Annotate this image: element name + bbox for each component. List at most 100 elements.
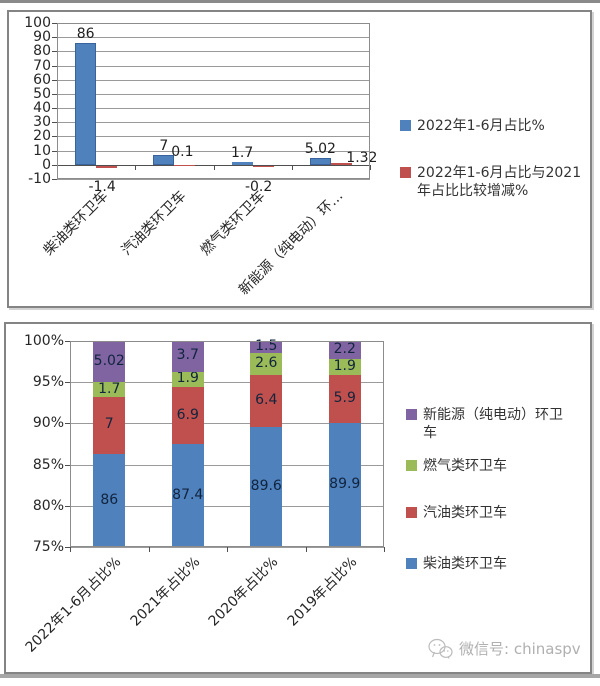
x-axis-tick [70, 547, 71, 552]
category-label: 2019年占比% [284, 554, 361, 630]
stack-segment [171, 387, 204, 445]
gridline [57, 136, 370, 138]
gridline [57, 51, 370, 53]
y-axis-tick [65, 341, 70, 342]
y-axis-tick [65, 505, 70, 507]
data-label: 7 [159, 137, 169, 154]
legend-label: 柴油类环卫车 [423, 556, 507, 572]
y-axis-label: 90 [33, 29, 51, 46]
legend-label: 2022年1-6月占比% [417, 118, 545, 134]
category-label: 2022年1-6月占比% [22, 554, 125, 656]
data-label: -1.4 [88, 178, 116, 195]
x-axis-tick [213, 164, 215, 170]
y-axis-tick [52, 37, 57, 39]
y-axis-label: 20 [33, 128, 51, 145]
y-axis-tick [65, 423, 70, 425]
data-label: 6.4 [255, 392, 278, 409]
y-axis-tick [52, 51, 57, 53]
x-axis-tick [135, 164, 137, 170]
chart2-stacked-bar: 100% 95% 90% 85% 80% 75% 86 7 1.7 5.02 2022年1-6月占比… [4, 322, 592, 674]
gridline [57, 93, 370, 95]
bar-2022share [231, 162, 253, 165]
y-axis-label: 90% [32, 415, 64, 432]
stack-segment [250, 341, 283, 354]
y-axis-tick [52, 93, 57, 95]
data-label: -0.2 [244, 178, 273, 195]
x-axis-tick [305, 547, 307, 552]
y-axis-tick [65, 464, 70, 466]
data-label: 3.7 [176, 347, 199, 364]
bar-change [174, 164, 196, 167]
gridline [70, 505, 384, 507]
y-axis-label: 70 [33, 57, 51, 74]
legend-swatch-green [406, 460, 417, 471]
y-axis-label: 40 [33, 100, 51, 117]
data-label: 0.1 [171, 143, 194, 160]
stack-segment [93, 341, 126, 383]
gridline [57, 79, 370, 81]
y-axis-label: 75% [32, 539, 64, 555]
gridline [57, 150, 370, 152]
data-label: 2.6 [255, 355, 278, 372]
bar-change [330, 162, 352, 165]
y-axis-label: -10 [28, 171, 51, 187]
y-axis-tick [52, 79, 57, 81]
chart2-legend-item-gas: 燃气类环卫车 [406, 457, 578, 475]
stack-segment [250, 374, 283, 428]
stack-segment [250, 427, 283, 547]
stack-segment [93, 382, 126, 397]
y-axis-label: 10 [33, 142, 51, 159]
chart1-grouped-bar: 100 90 80 70 60 50 40 30 20 10 0 -10 86 -1.4 柴油类环卫车 7 0.… [7, 10, 592, 308]
category-label: 柴油类环卫车 [40, 188, 112, 259]
y-axis-label: 100 [24, 15, 51, 31]
y-axis-tick [52, 108, 57, 110]
chart2-legend-item-diesel: 柴油类环卫车 [406, 555, 578, 573]
y-axis-label: 80 [33, 43, 51, 60]
y-axis-label: 30 [33, 114, 51, 131]
x-axis-tick [148, 547, 150, 552]
gridline [70, 423, 384, 425]
data-label: 7 [104, 416, 114, 433]
chart1-canvas: 100 90 80 70 60 50 40 30 20 10 0 -10 86 -1.4 柴油类环卫车 7 0.… [9, 12, 590, 306]
stack-segment [328, 374, 361, 424]
y-axis-label: 50 [33, 85, 51, 102]
chart1-legend-item-2: 2022年1-6月占比与2021年占比比较增减% [400, 164, 582, 200]
legend-swatch-red [400, 167, 411, 178]
legend-swatch-blue [406, 558, 417, 569]
y-axis-label: 80% [32, 497, 64, 514]
stack-segment [328, 341, 361, 360]
legend-swatch-blue [400, 120, 411, 131]
plot-border [57, 23, 370, 179]
data-label: 86 [76, 25, 95, 42]
y-axis-tick [65, 547, 70, 548]
legend-label: 新能源（纯电动）环卫车 [423, 407, 563, 442]
gridline [70, 464, 384, 466]
y-axis-label: 100% [23, 333, 64, 349]
top-divider [0, 0, 600, 3]
bar-change [252, 165, 274, 168]
x-axis-tick [291, 164, 293, 170]
y-axis-tick [52, 164, 57, 166]
y-axis-tick [65, 382, 70, 384]
data-label: 2.2 [333, 341, 356, 358]
legend-swatch-red [406, 507, 417, 518]
chart2-canvas: 100% 95% 90% 85% 80% 75% 86 7 1.7 5.02 2022年1-6月占比… [6, 324, 590, 672]
bar-change [96, 165, 118, 168]
y-axis-tick [52, 65, 57, 67]
chart2-legend-item-gasoline: 汽油类环卫车 [406, 504, 578, 522]
y-axis-label: 0 [42, 156, 51, 173]
gridline [57, 65, 370, 67]
stack-segment [328, 359, 361, 375]
gridline [57, 179, 370, 180]
data-label: 1.7 [230, 145, 254, 162]
bar-2022share [75, 42, 97, 165]
data-label: 87.4 [172, 486, 204, 503]
y-axis-tick [52, 150, 57, 152]
stack-segment [171, 341, 204, 372]
data-label: 5.02 [93, 352, 125, 369]
watermark-text: 微信号: chinaspv [459, 640, 581, 658]
y-axis-tick [52, 136, 57, 138]
watermark: 微信号: chinaspv [427, 637, 581, 660]
data-label: 6.9 [176, 406, 199, 423]
